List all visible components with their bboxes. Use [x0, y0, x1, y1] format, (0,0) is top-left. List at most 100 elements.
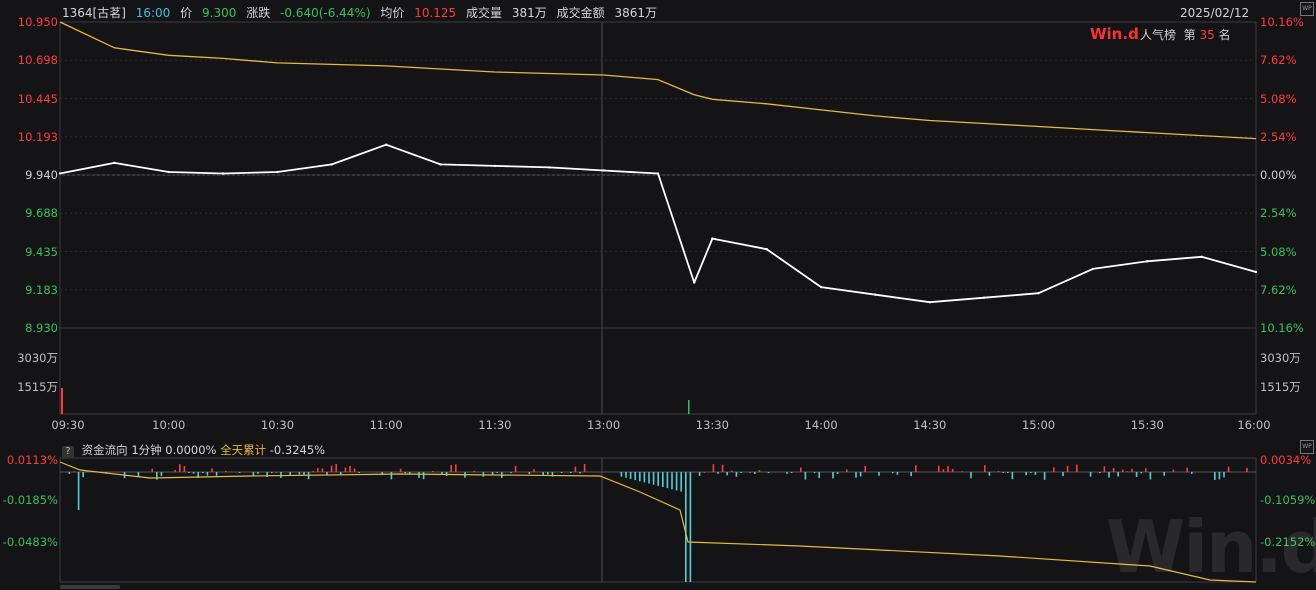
change-value: -0.640(-6.44%) — [280, 6, 371, 20]
flow-bar — [533, 469, 535, 472]
flow-bar — [496, 472, 498, 473]
flow-bar — [583, 464, 586, 472]
flow-bar — [721, 464, 724, 472]
popularity-label: 人气榜 — [1140, 28, 1177, 42]
flow-axis-label-right: 0.0034% — [1260, 453, 1312, 467]
flow-bar — [786, 472, 788, 474]
price-point — [330, 163, 334, 166]
flow-bar — [836, 472, 839, 474]
flow-bar — [303, 472, 305, 476]
quote-header: 1364[古茗] 16:00 价 9.300 涨跌 -0.640(-6.44%)… — [62, 4, 663, 22]
flow-bar — [574, 466, 577, 472]
price-point — [276, 170, 279, 174]
flow-bar — [1011, 472, 1014, 480]
price-axis-label: 10.193 — [17, 129, 58, 144]
price-point — [548, 166, 551, 169]
price-point — [711, 237, 714, 240]
flow-bar — [1122, 469, 1124, 472]
pct-axis-label: 10.16% — [1260, 15, 1304, 29]
price-axis-label: 9.435 — [25, 244, 58, 259]
flow-bar — [671, 472, 673, 490]
flow-bar — [680, 472, 682, 492]
flow-axis-label-right: -0.2152% — [1260, 535, 1316, 549]
flow-bar — [137, 472, 140, 477]
time-tick-label: 14:00 — [804, 418, 838, 432]
flow-bar — [399, 468, 402, 472]
quote-time: 16:00 — [135, 6, 171, 20]
flow-bar — [698, 472, 701, 476]
volume-axis-label: 3030万 — [17, 351, 58, 365]
price-point — [602, 169, 605, 172]
flow-bar — [648, 472, 650, 484]
price-axis-label: 8.930 — [25, 321, 58, 335]
flow-bar — [758, 470, 761, 472]
flow-bar — [252, 472, 255, 476]
flow-bar — [1214, 472, 1216, 480]
flow-bar — [1053, 467, 1055, 472]
flow-bar — [560, 472, 563, 473]
volume-axis-label: 1515万 — [17, 380, 58, 394]
flow-period[interactable]: 1分钟 — [131, 443, 162, 457]
flow-bar — [68, 472, 71, 474]
pct-axis-label: 5.08% — [1260, 91, 1297, 106]
flow-bar — [1149, 472, 1152, 480]
flow-bar — [215, 472, 218, 476]
flow-bar — [1140, 472, 1142, 474]
pct-axis-label: 7.62% — [1260, 53, 1297, 68]
price-point — [113, 161, 116, 165]
flow-bar — [1223, 472, 1225, 478]
volume-axis-label-right: 1515万 — [1260, 380, 1301, 394]
price-point — [1146, 260, 1149, 263]
flow-bar — [754, 472, 756, 474]
flow-bar — [542, 472, 544, 476]
price-point — [1037, 291, 1040, 295]
avg-price-line — [59, 21, 1257, 140]
price-frame — [59, 21, 1257, 415]
time-tick-label: 15:30 — [1130, 418, 1164, 432]
flow-bar — [390, 472, 393, 480]
flow-bar — [961, 471, 963, 473]
price-point — [493, 164, 497, 168]
flow-bar — [317, 468, 319, 472]
flow-bar — [570, 472, 572, 473]
flow-bar — [1025, 472, 1027, 476]
time-tick-label: 10:30 — [260, 418, 295, 432]
flow-bar — [689, 472, 692, 582]
flow-bar — [422, 472, 425, 480]
flow-bar — [629, 472, 632, 479]
flow-option-icon[interactable]: WP — [1300, 440, 1314, 454]
flow-bar — [643, 472, 646, 483]
flow-bar — [330, 465, 333, 472]
price-axis-label: 9.940 — [25, 168, 58, 182]
flow-value: 0.0000% — [165, 443, 217, 457]
flow-axis-label-right: -0.1059% — [1260, 493, 1316, 507]
flow-bar — [298, 472, 301, 475]
flow-bar — [432, 470, 434, 472]
flow-bar — [1135, 472, 1138, 477]
flow-bar — [864, 465, 866, 472]
pct-axis-label: 0.00% — [1260, 168, 1297, 182]
flow-bar — [1246, 467, 1248, 472]
flow-bar — [1062, 472, 1064, 477]
flow-bar — [1126, 471, 1129, 473]
panel-option-icon[interactable]: WP — [1300, 2, 1314, 16]
popularity-rank[interactable]: 人气榜 第 35 名 — [1140, 26, 1231, 43]
flow-scrollbar-thumb[interactable] — [60, 585, 120, 589]
flow-bar — [404, 472, 406, 473]
flow-bar — [662, 472, 664, 487]
price-point — [221, 172, 225, 175]
flow-bar — [312, 471, 314, 473]
price-point — [167, 170, 170, 174]
price-axis-label: 9.183 — [25, 282, 58, 297]
flow-bar — [832, 472, 834, 479]
flow-bar — [1131, 468, 1133, 472]
flow-axis-label: 0.0113% — [6, 453, 58, 467]
flow-bar — [938, 465, 940, 472]
flow-bar — [1218, 472, 1221, 480]
flow-bar — [156, 472, 158, 480]
flow-bar — [174, 469, 176, 472]
help-icon[interactable]: ? — [62, 446, 74, 458]
flow-bar — [202, 472, 204, 473]
